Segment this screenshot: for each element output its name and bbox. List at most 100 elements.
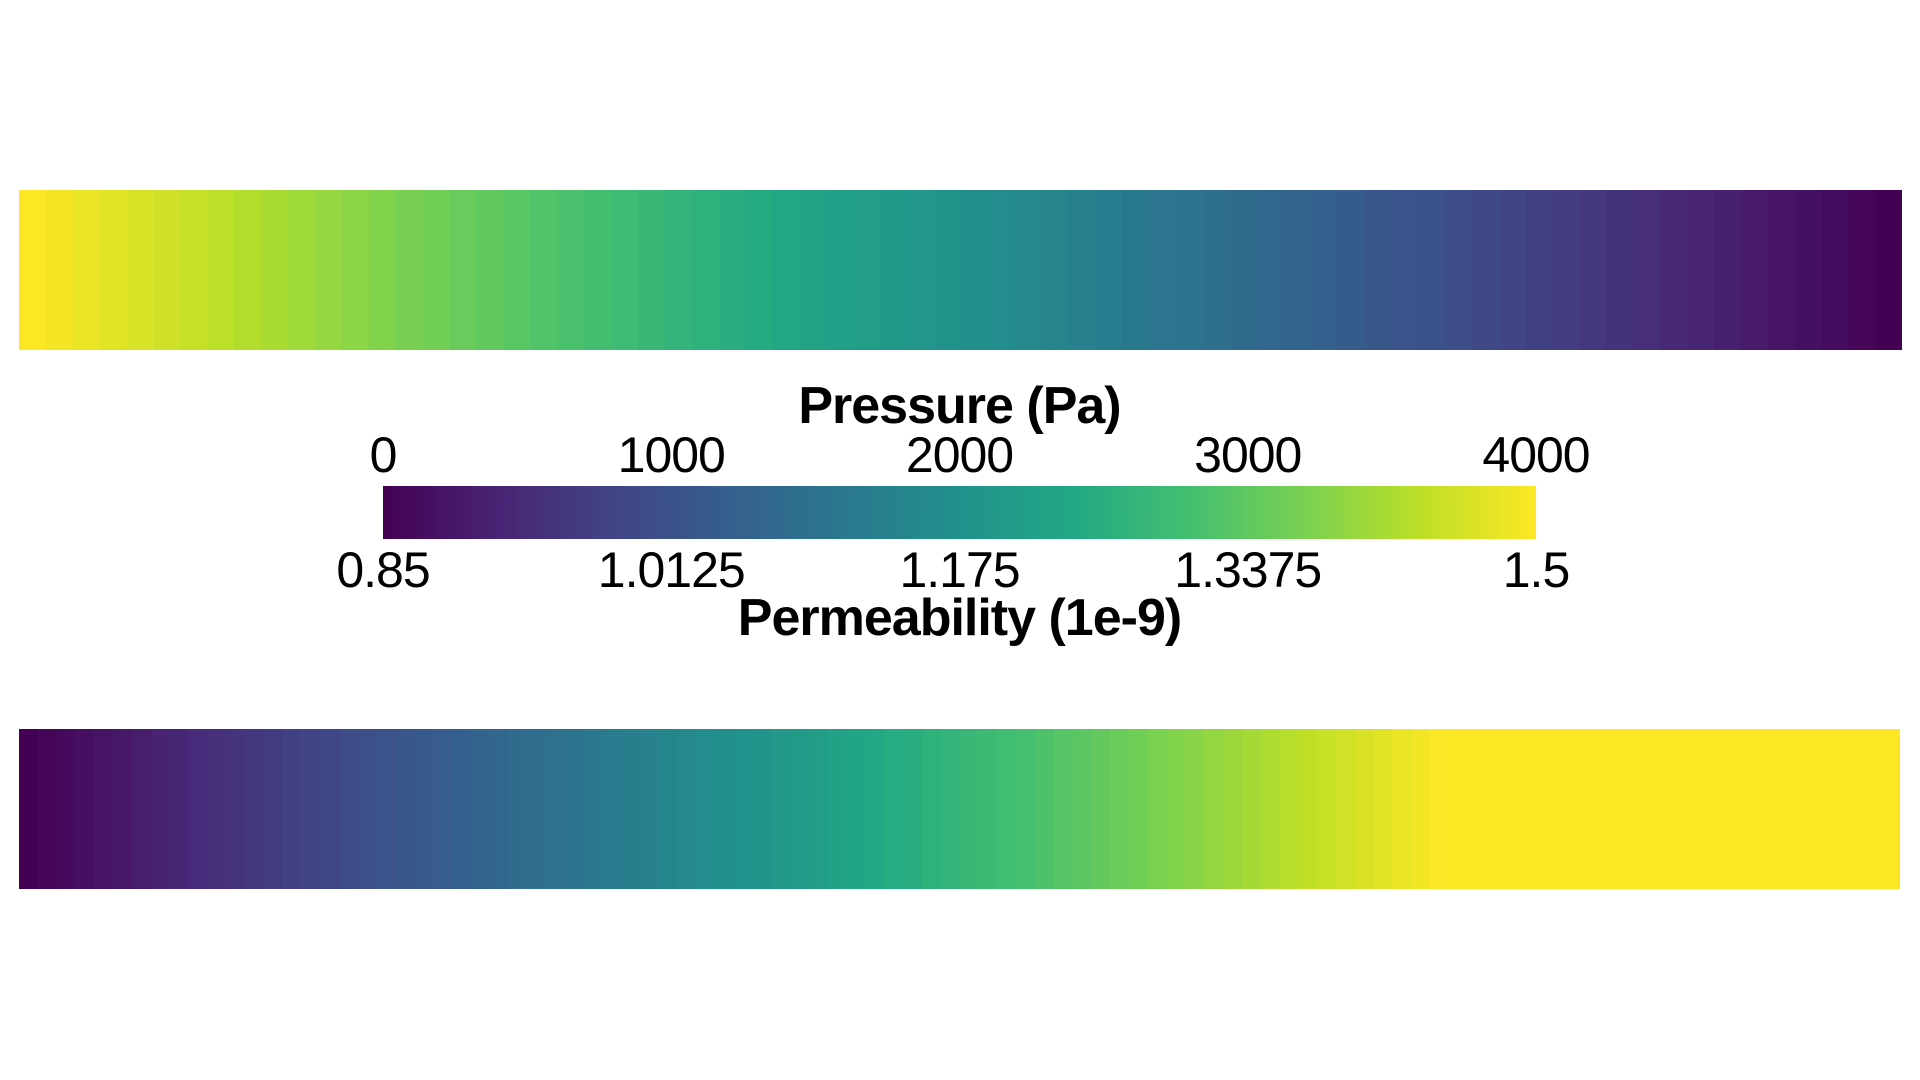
- permeability-cell: [131, 729, 151, 889]
- pressure-cell: [1256, 190, 1284, 350]
- pressure-cell: [72, 190, 100, 350]
- pressure-cell: [610, 190, 638, 350]
- pressure-cell: [1337, 190, 1365, 350]
- permeability-cell: [432, 729, 452, 889]
- permeability-cell: [414, 729, 433, 889]
- permeability-cell: [884, 729, 904, 889]
- permeability-cell: [1204, 729, 1223, 889]
- permeability-cell: [564, 729, 584, 889]
- permeability-cell: [75, 729, 95, 889]
- permeability-cell: [846, 729, 866, 889]
- pressure-cell: [476, 190, 504, 350]
- pressure-cell: [772, 190, 800, 350]
- permeability-cell: [1448, 729, 1468, 889]
- permeability-cell: [244, 729, 264, 889]
- pressure-cell: [1391, 190, 1419, 350]
- permeability-cell: [1749, 729, 1769, 889]
- permeability-cell: [1260, 729, 1280, 889]
- pressure-cell: [180, 190, 208, 350]
- permeability-cell: [1693, 729, 1713, 889]
- permeability-cell: [715, 729, 734, 889]
- pressure-axis-title: Pressure (Pa): [798, 377, 1121, 435]
- pressure-cell: [422, 190, 450, 350]
- pressure-cell: [207, 190, 235, 350]
- pressure-cell: [1068, 190, 1096, 350]
- pressure-cell: [1741, 190, 1768, 350]
- permeability-cell: [1580, 729, 1600, 889]
- tick-label: 1.5: [1502, 542, 1571, 598]
- permeability-cell: [940, 729, 960, 889]
- pressure-cell: [906, 190, 934, 350]
- pressure-cell: [1794, 190, 1822, 350]
- permeability-cell: [395, 729, 415, 889]
- pressure-cell: [341, 190, 369, 350]
- permeability-cell: [207, 729, 226, 889]
- permeability-cell: [771, 729, 791, 889]
- pressure-cell: [234, 190, 262, 350]
- pressure-cell: [153, 190, 181, 350]
- pressure-cell: [1579, 190, 1607, 350]
- pressure-cell: [1364, 190, 1392, 350]
- permeability-cell: [997, 729, 1017, 889]
- pressure-cell: [1122, 190, 1150, 350]
- pressure-cell: [45, 190, 73, 350]
- permeability-cell: [903, 729, 922, 889]
- permeability-cell: [1618, 729, 1637, 889]
- pressure-cell: [745, 190, 773, 350]
- pressure-cell: [960, 190, 988, 350]
- pressure-cell: [1229, 190, 1257, 350]
- pressure-cell: [1687, 190, 1715, 350]
- permeability-cell: [1636, 729, 1656, 889]
- permeability-cell: [1072, 729, 1092, 889]
- pressure-cell: [664, 190, 692, 350]
- permeability-cell: [1655, 729, 1675, 889]
- permeability-cell: [1862, 729, 1882, 889]
- tick-label: 3000: [1194, 427, 1302, 483]
- permeability-cell: [1185, 729, 1205, 889]
- permeability-cell: [301, 729, 320, 889]
- pressure-cell: [1875, 190, 1903, 350]
- permeability-cell: [1825, 729, 1844, 889]
- pressure-cell: [1175, 190, 1203, 350]
- permeability-cell: [1505, 729, 1524, 889]
- permeability-cell: [150, 729, 170, 889]
- permeability-cell: [1881, 729, 1901, 889]
- pressure-cell: [1552, 190, 1580, 350]
- pressure-cell: [1149, 190, 1176, 350]
- permeability-field-strip: [19, 729, 1901, 889]
- colorbar-gradient: [383, 486, 1536, 539]
- tick-label: 1000: [617, 427, 726, 483]
- permeability-cell: [113, 729, 132, 889]
- permeability-cell: [865, 729, 885, 889]
- permeability-cell: [809, 729, 828, 889]
- permeability-cell: [639, 729, 659, 889]
- pressure-cell: [826, 190, 854, 350]
- tick-label: 1.175: [899, 542, 1020, 598]
- permeability-cell: [1241, 729, 1261, 889]
- tick-label: 0: [369, 427, 398, 483]
- pressure-cell: [933, 190, 961, 350]
- pressure-cell: [880, 190, 907, 350]
- permeability-cell: [1317, 729, 1336, 889]
- permeability-cell: [1279, 729, 1299, 889]
- pressure-cell: [288, 190, 315, 350]
- permeability-cell: [338, 729, 358, 889]
- permeability-cell: [376, 729, 396, 889]
- permeability-cell: [263, 729, 283, 889]
- permeability-cell: [1053, 729, 1073, 889]
- permeability-cell: [94, 729, 114, 889]
- pressure-cell: [19, 190, 46, 350]
- pressure-cell: [1041, 190, 1069, 350]
- pressure-cell: [718, 190, 746, 350]
- pressure-cell: [395, 190, 423, 350]
- permeability-axis-title: Permeability (1e-9): [737, 589, 1182, 647]
- pressure-tick-labels: 0 1000 2000 3000 4000: [370, 426, 1591, 483]
- permeability-cell: [1128, 729, 1148, 889]
- pressure-cell: [691, 190, 719, 350]
- permeability-cell: [1843, 729, 1863, 889]
- permeability-cell: [451, 729, 471, 889]
- permeability-cell: [1373, 729, 1393, 889]
- permeability-cell: [1467, 729, 1487, 889]
- permeability-cell: [1730, 729, 1750, 889]
- permeability-cell: [169, 729, 189, 889]
